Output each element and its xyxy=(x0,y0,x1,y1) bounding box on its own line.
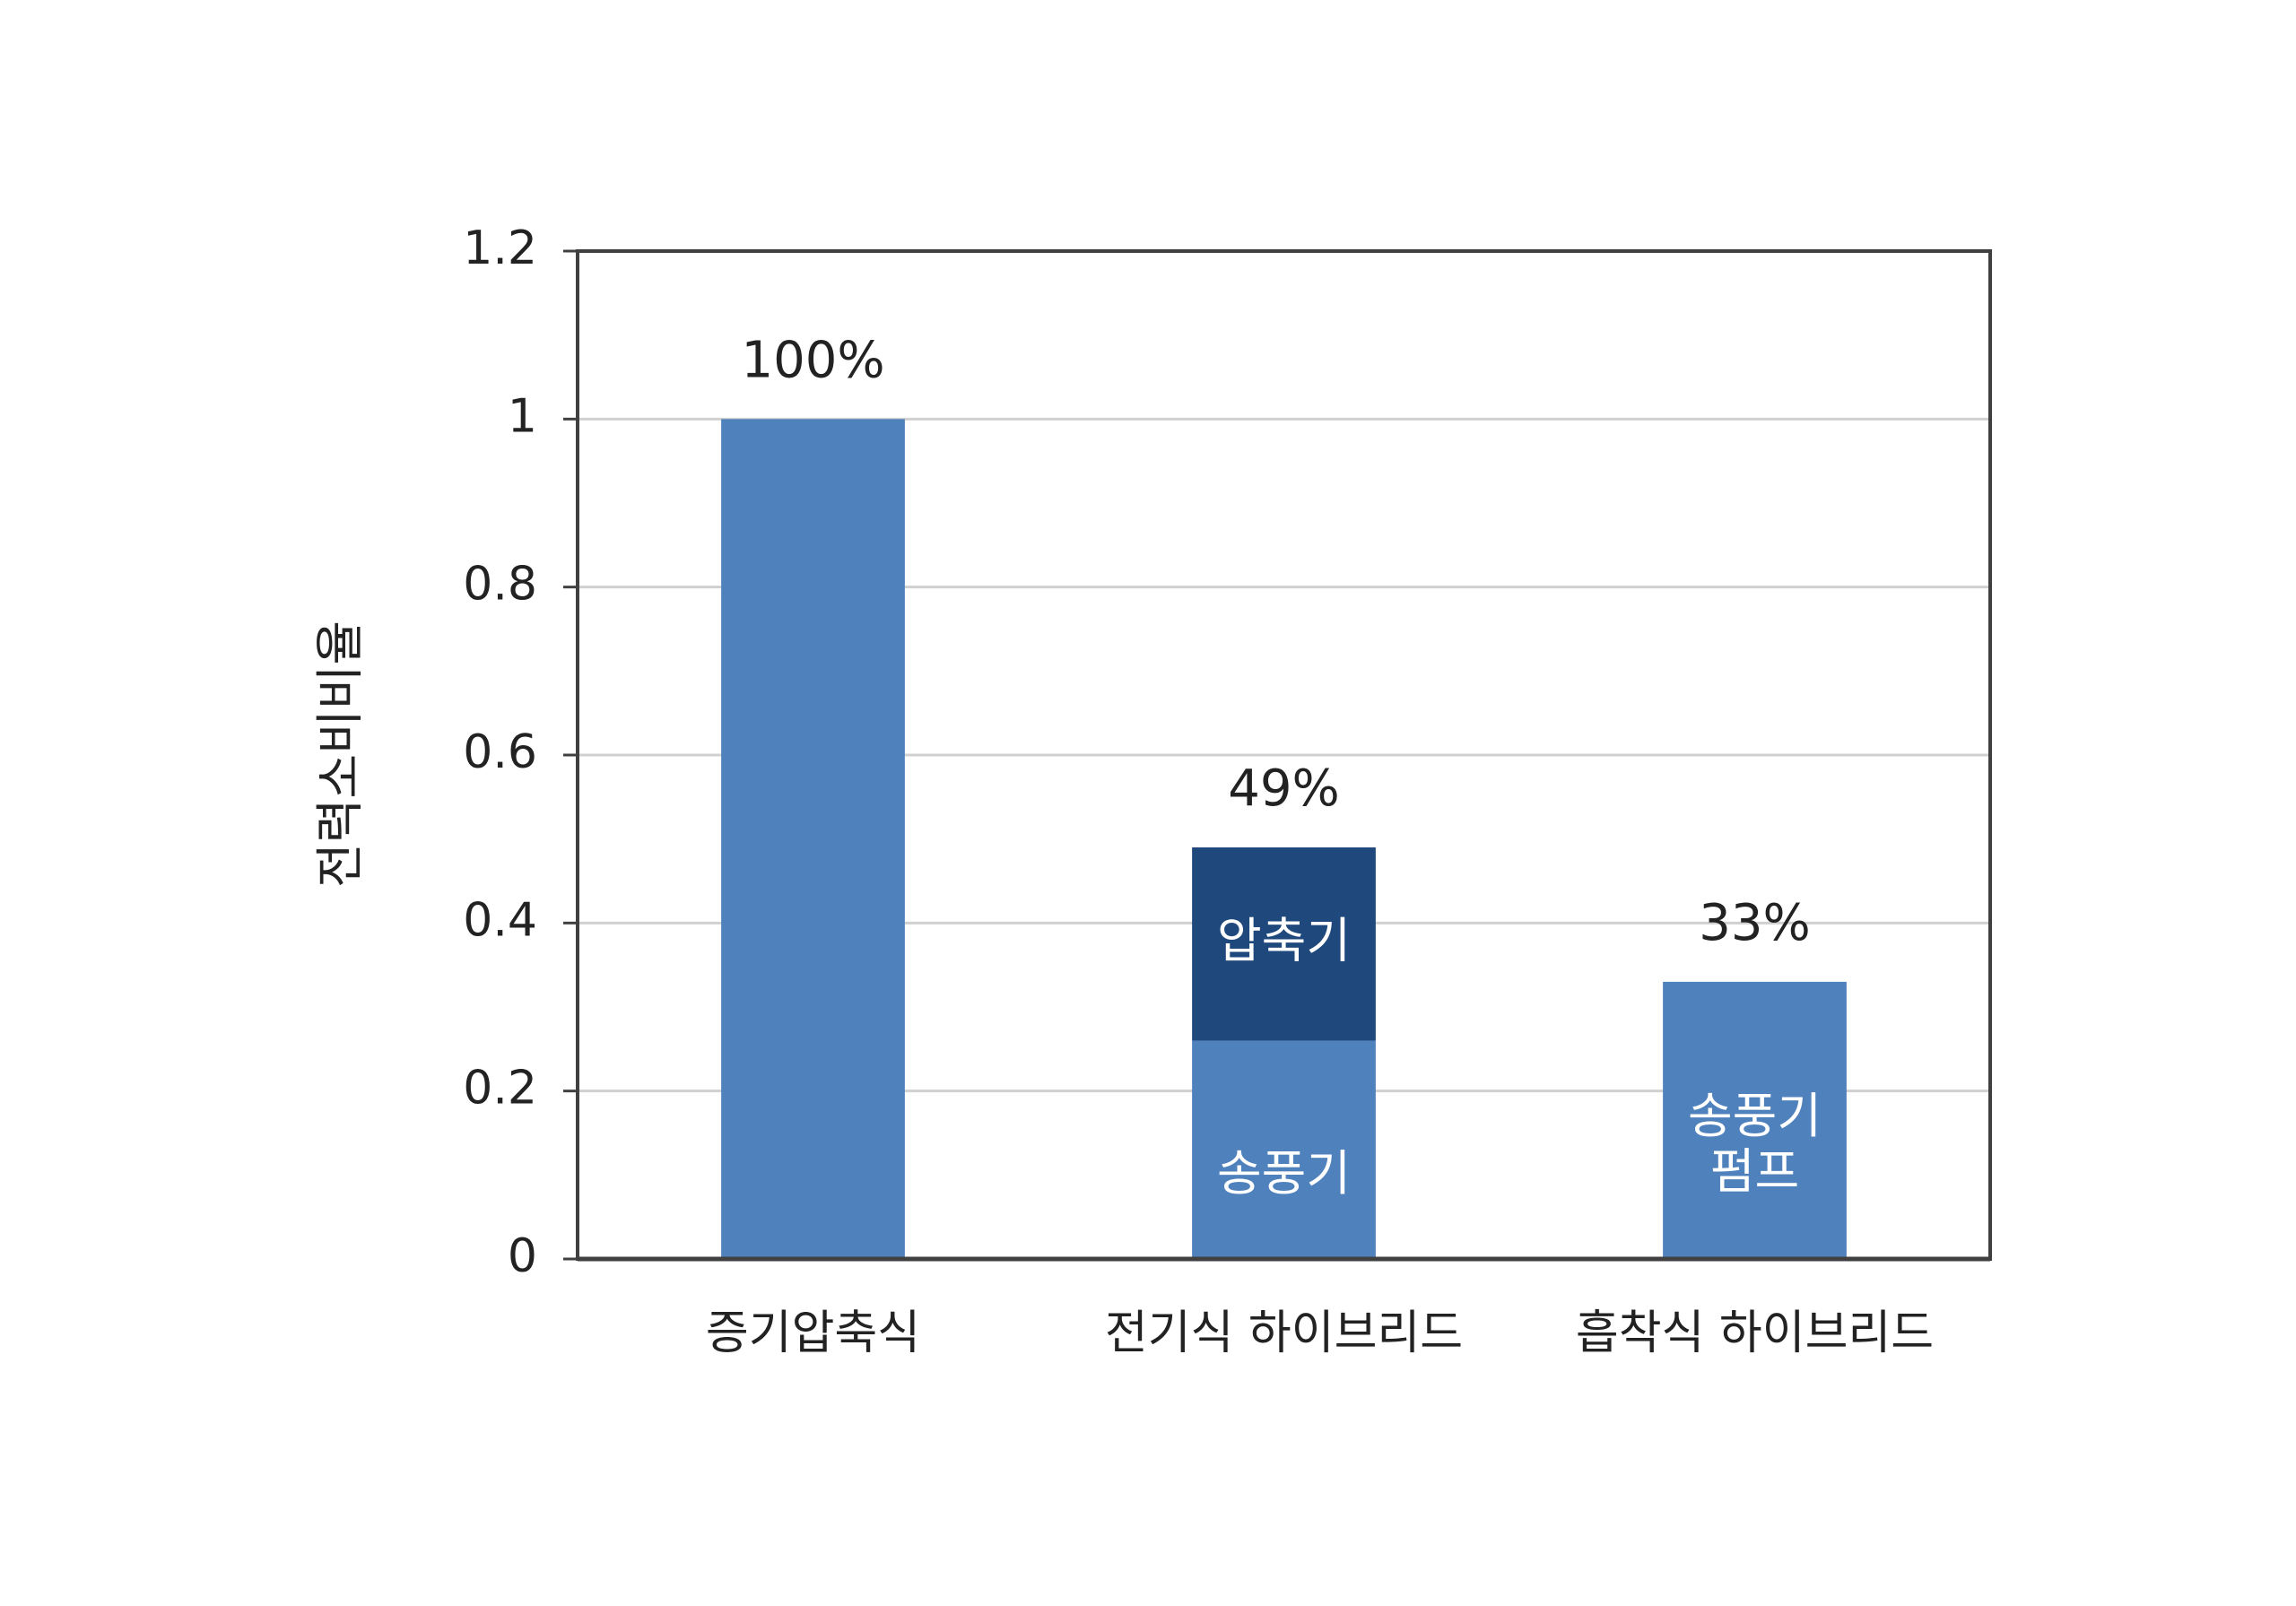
segment-label: 펌프 xyxy=(1710,1143,1799,1200)
y-tick-label: 0 xyxy=(508,1229,537,1283)
y-axis-label: 전력소비비율 xyxy=(312,621,369,888)
segment-label: 송풍기 xyxy=(1688,1088,1822,1144)
bar-segment xyxy=(721,419,905,1259)
y-tick-label: 0.8 xyxy=(463,558,537,612)
y-tick-label: 0.6 xyxy=(463,725,537,779)
segment-label: 송풍기 xyxy=(1217,1145,1351,1202)
y-tick-label: 1.2 xyxy=(463,221,537,275)
total-label: 49% xyxy=(1228,760,1339,818)
y-tick-label: 0.4 xyxy=(463,893,537,947)
bar-segment xyxy=(1192,847,1376,1041)
x-tick-label: 흡착식 하이브리드 xyxy=(1576,1307,1934,1360)
x-tick-label: 증기압축식 xyxy=(706,1307,920,1360)
total-label: 33% xyxy=(1699,894,1810,952)
y-tick-label: 1 xyxy=(508,389,537,443)
segment-label: 압축기 xyxy=(1217,912,1351,968)
y-tick-label: 0.2 xyxy=(463,1062,537,1116)
x-tick-label: 전기식 하이브리드 xyxy=(1105,1307,1463,1360)
total-label: 100% xyxy=(741,331,884,389)
bar-segment xyxy=(1192,1040,1376,1259)
bar-segment xyxy=(1663,981,1847,1259)
